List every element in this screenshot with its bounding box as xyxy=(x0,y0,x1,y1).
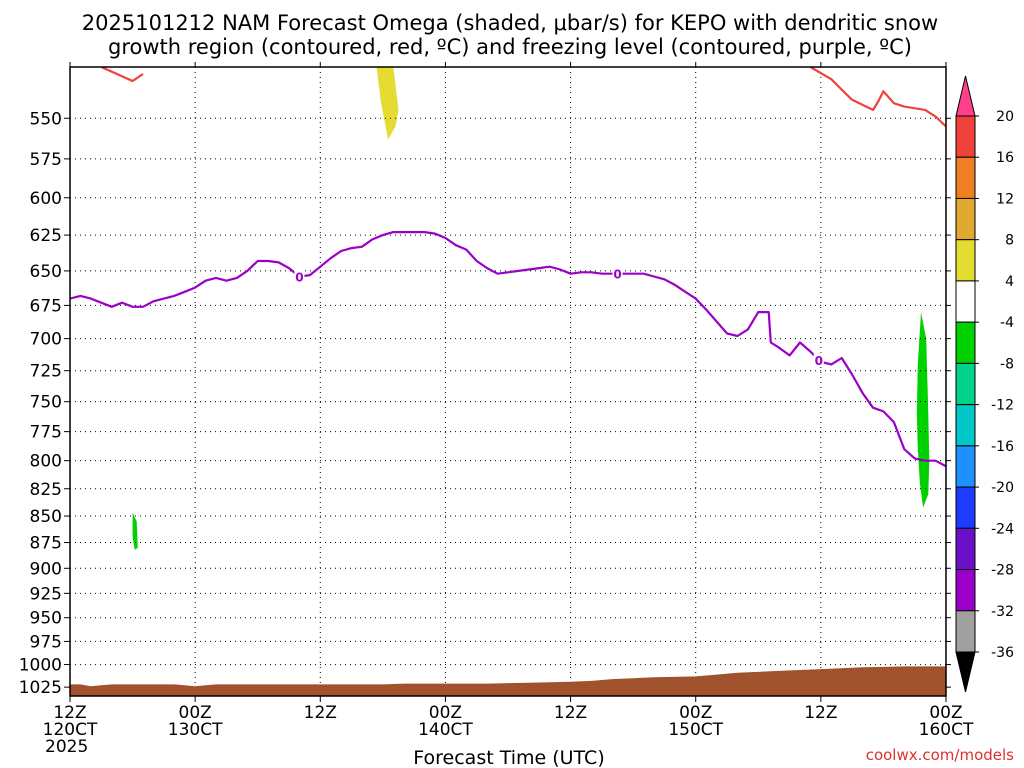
colorbar-box-12 xyxy=(955,610,976,653)
colorbar: 20 16 12 8 4 -4 -8 -12 -16 -20 -24 -28 -32 -36 xyxy=(955,75,1014,693)
freezing-level-label-2: 0 xyxy=(815,354,823,368)
freezing-level-label-0: 0 xyxy=(295,271,303,285)
plot-frame xyxy=(69,66,947,697)
x-tick-label-5-0: 00Z xyxy=(679,703,712,723)
omega-region-2 xyxy=(916,312,930,508)
colorbar-label-10: -24 xyxy=(991,521,1014,537)
x-tick-label-3-1: 140CT xyxy=(418,720,473,740)
dgz-contour-0 xyxy=(100,67,144,83)
y-tick-label-575: 575 xyxy=(30,150,62,170)
colorbar-label-6: -8 xyxy=(1000,356,1014,372)
y-tick-label-650: 650 xyxy=(30,262,62,282)
x-tick-label-7-1: 160CT xyxy=(919,720,974,740)
colorbar-box-0 xyxy=(955,115,976,158)
colorbar-box-9 xyxy=(955,486,976,529)
x-tick-label-0-1: 120CT xyxy=(43,720,98,740)
colorbar-label-4: 4 xyxy=(1005,274,1014,290)
y-tick-label-850: 850 xyxy=(30,507,62,527)
x-tick-label-4-0: 12Z xyxy=(554,703,587,723)
y-tick-label-925: 925 xyxy=(30,584,62,604)
omega-region-0 xyxy=(376,67,399,140)
y-tick-label-800: 800 xyxy=(30,452,62,472)
colorbar-box-6 xyxy=(955,362,976,406)
y-tick-label-950: 950 xyxy=(30,609,62,629)
colorbar-box-1 xyxy=(955,156,976,199)
y-tick-label-550: 550 xyxy=(30,109,62,129)
colorbar-box-10 xyxy=(955,527,976,571)
credit-text: coolwx.com/models xyxy=(866,746,1014,764)
y-tick-label-900: 900 xyxy=(30,559,62,579)
x-axis-label: Forecast Time (UTC) xyxy=(413,747,604,768)
chart-title-line-1: 2025101212 NAM Forecast Omega (shaded, μ… xyxy=(82,11,938,35)
y-tick-label-675: 675 xyxy=(30,296,62,316)
x-tick-label-7-0: 00Z xyxy=(929,703,962,723)
x-tick-label-0-2: 2025 xyxy=(45,737,88,757)
freezing-level-line xyxy=(70,231,946,469)
freezing-label-bg-2 xyxy=(813,352,824,366)
chart-title-line-2: growth region (contoured, red, ºC) and f… xyxy=(108,35,912,59)
colorbar-label-8: -16 xyxy=(991,439,1014,455)
terrain-fill xyxy=(70,666,946,696)
colorbar-label-7: -12 xyxy=(991,398,1014,414)
x-tick-label-3-0: 00Z xyxy=(429,703,462,723)
y-tick-label-875: 875 xyxy=(30,534,62,554)
x-tick-label-1-1: 130CT xyxy=(168,720,223,740)
x-tick-label-1-0: 00Z xyxy=(179,703,212,723)
omega-region-3 xyxy=(977,461,987,558)
y-tick-label-775: 775 xyxy=(30,423,62,443)
colorbar-label-0: 20 xyxy=(996,109,1014,125)
colorbar-label-2: 12 xyxy=(996,191,1014,207)
plot-area: 0 0 0 xyxy=(70,67,987,696)
x-tick-label-5-1: 150CT xyxy=(668,720,723,740)
freezing-level-label-1: 0 xyxy=(613,268,621,282)
colorbar-box-5 xyxy=(955,321,976,364)
colorbar-label-12: -32 xyxy=(991,604,1014,620)
y-tick-label-625: 625 xyxy=(30,226,62,246)
colorbar-label-13: -36 xyxy=(991,645,1014,661)
colorbar-label-3: 8 xyxy=(1005,233,1014,249)
y-tick-label-750: 750 xyxy=(30,393,62,413)
colorbar-box-11 xyxy=(955,569,976,612)
omega-region-1 xyxy=(132,512,138,550)
colorbar-box-3 xyxy=(955,239,976,282)
x-tick-label-2-0: 12Z xyxy=(304,703,337,723)
colorbar-label-1: 16 xyxy=(996,150,1014,166)
colorbar-label-11: -28 xyxy=(991,563,1014,579)
colorbar-label-9: -20 xyxy=(991,480,1014,496)
freezing-label-bg-1 xyxy=(612,266,623,280)
colorbar-label-5: -4 xyxy=(1000,315,1014,331)
x-tick-label-0-0: 12Z xyxy=(53,703,86,723)
y-tick-label-700: 700 xyxy=(30,330,62,350)
colorbar-top-arrow xyxy=(955,75,976,117)
y-tick-label-1000: 1000 xyxy=(19,656,62,676)
y-tick-label-725: 725 xyxy=(30,362,62,382)
y-tick-label-600: 600 xyxy=(30,189,62,209)
x-tick-label-6-0: 12Z xyxy=(804,703,837,723)
freezing-label-bg-0 xyxy=(294,269,305,283)
dgz-contour-1 xyxy=(809,67,946,128)
colorbar-box-4 xyxy=(955,280,976,323)
colorbar-box-7 xyxy=(955,404,976,447)
y-tick-label-825: 825 xyxy=(30,480,62,500)
colorbar-box-8 xyxy=(955,445,976,488)
y-tick-label-975: 975 xyxy=(30,632,62,652)
colorbar-box-2 xyxy=(955,197,976,241)
y-tick-label-1025: 1025 xyxy=(19,678,62,698)
colorbar-bottom-arrow xyxy=(955,651,976,693)
